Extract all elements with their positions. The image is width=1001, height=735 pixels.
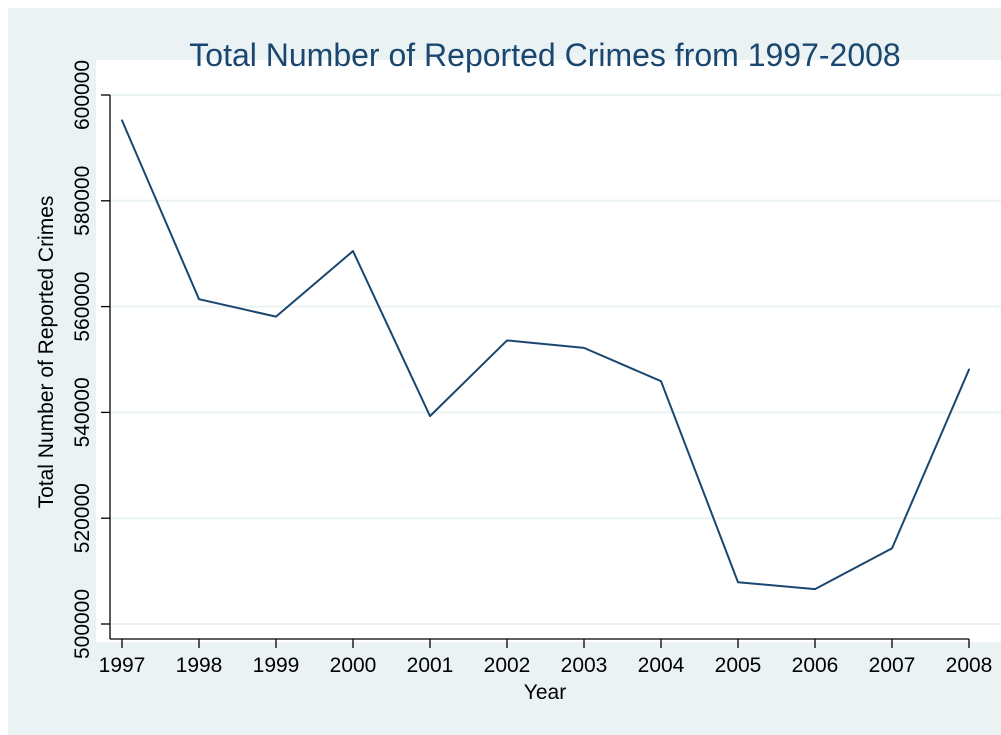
x-tick-label: 2008 — [946, 654, 993, 677]
x-tick-label: 1999 — [253, 654, 300, 677]
x-axis-title: Year — [524, 681, 566, 704]
y-tick-label: 520000 — [71, 483, 94, 553]
x-tick-label: 2007 — [869, 654, 916, 677]
y-tick-label: 500000 — [71, 589, 94, 659]
y-tick-label: 580000 — [71, 166, 94, 236]
plot-area — [96, 60, 1001, 642]
x-tick-label: 2003 — [561, 654, 608, 677]
x-tick-label: 1998 — [176, 654, 223, 677]
x-tick-label: 2006 — [792, 654, 839, 677]
x-tick-label: 2005 — [715, 654, 762, 677]
x-tick-label: 2002 — [484, 654, 531, 677]
y-tick-label: 560000 — [71, 272, 94, 342]
y-axis-title: Total Number of Reported Crimes — [35, 196, 58, 509]
x-tick-label: 2004 — [638, 654, 685, 677]
y-tick-label: 600000 — [71, 60, 94, 130]
x-tick-label: 2000 — [330, 654, 377, 677]
chart-title: Total Number of Reported Crimes from 199… — [189, 37, 900, 73]
x-tick-label: 1997 — [99, 654, 146, 677]
y-tick-label: 540000 — [71, 377, 94, 447]
x-tick-label: 2001 — [407, 654, 454, 677]
